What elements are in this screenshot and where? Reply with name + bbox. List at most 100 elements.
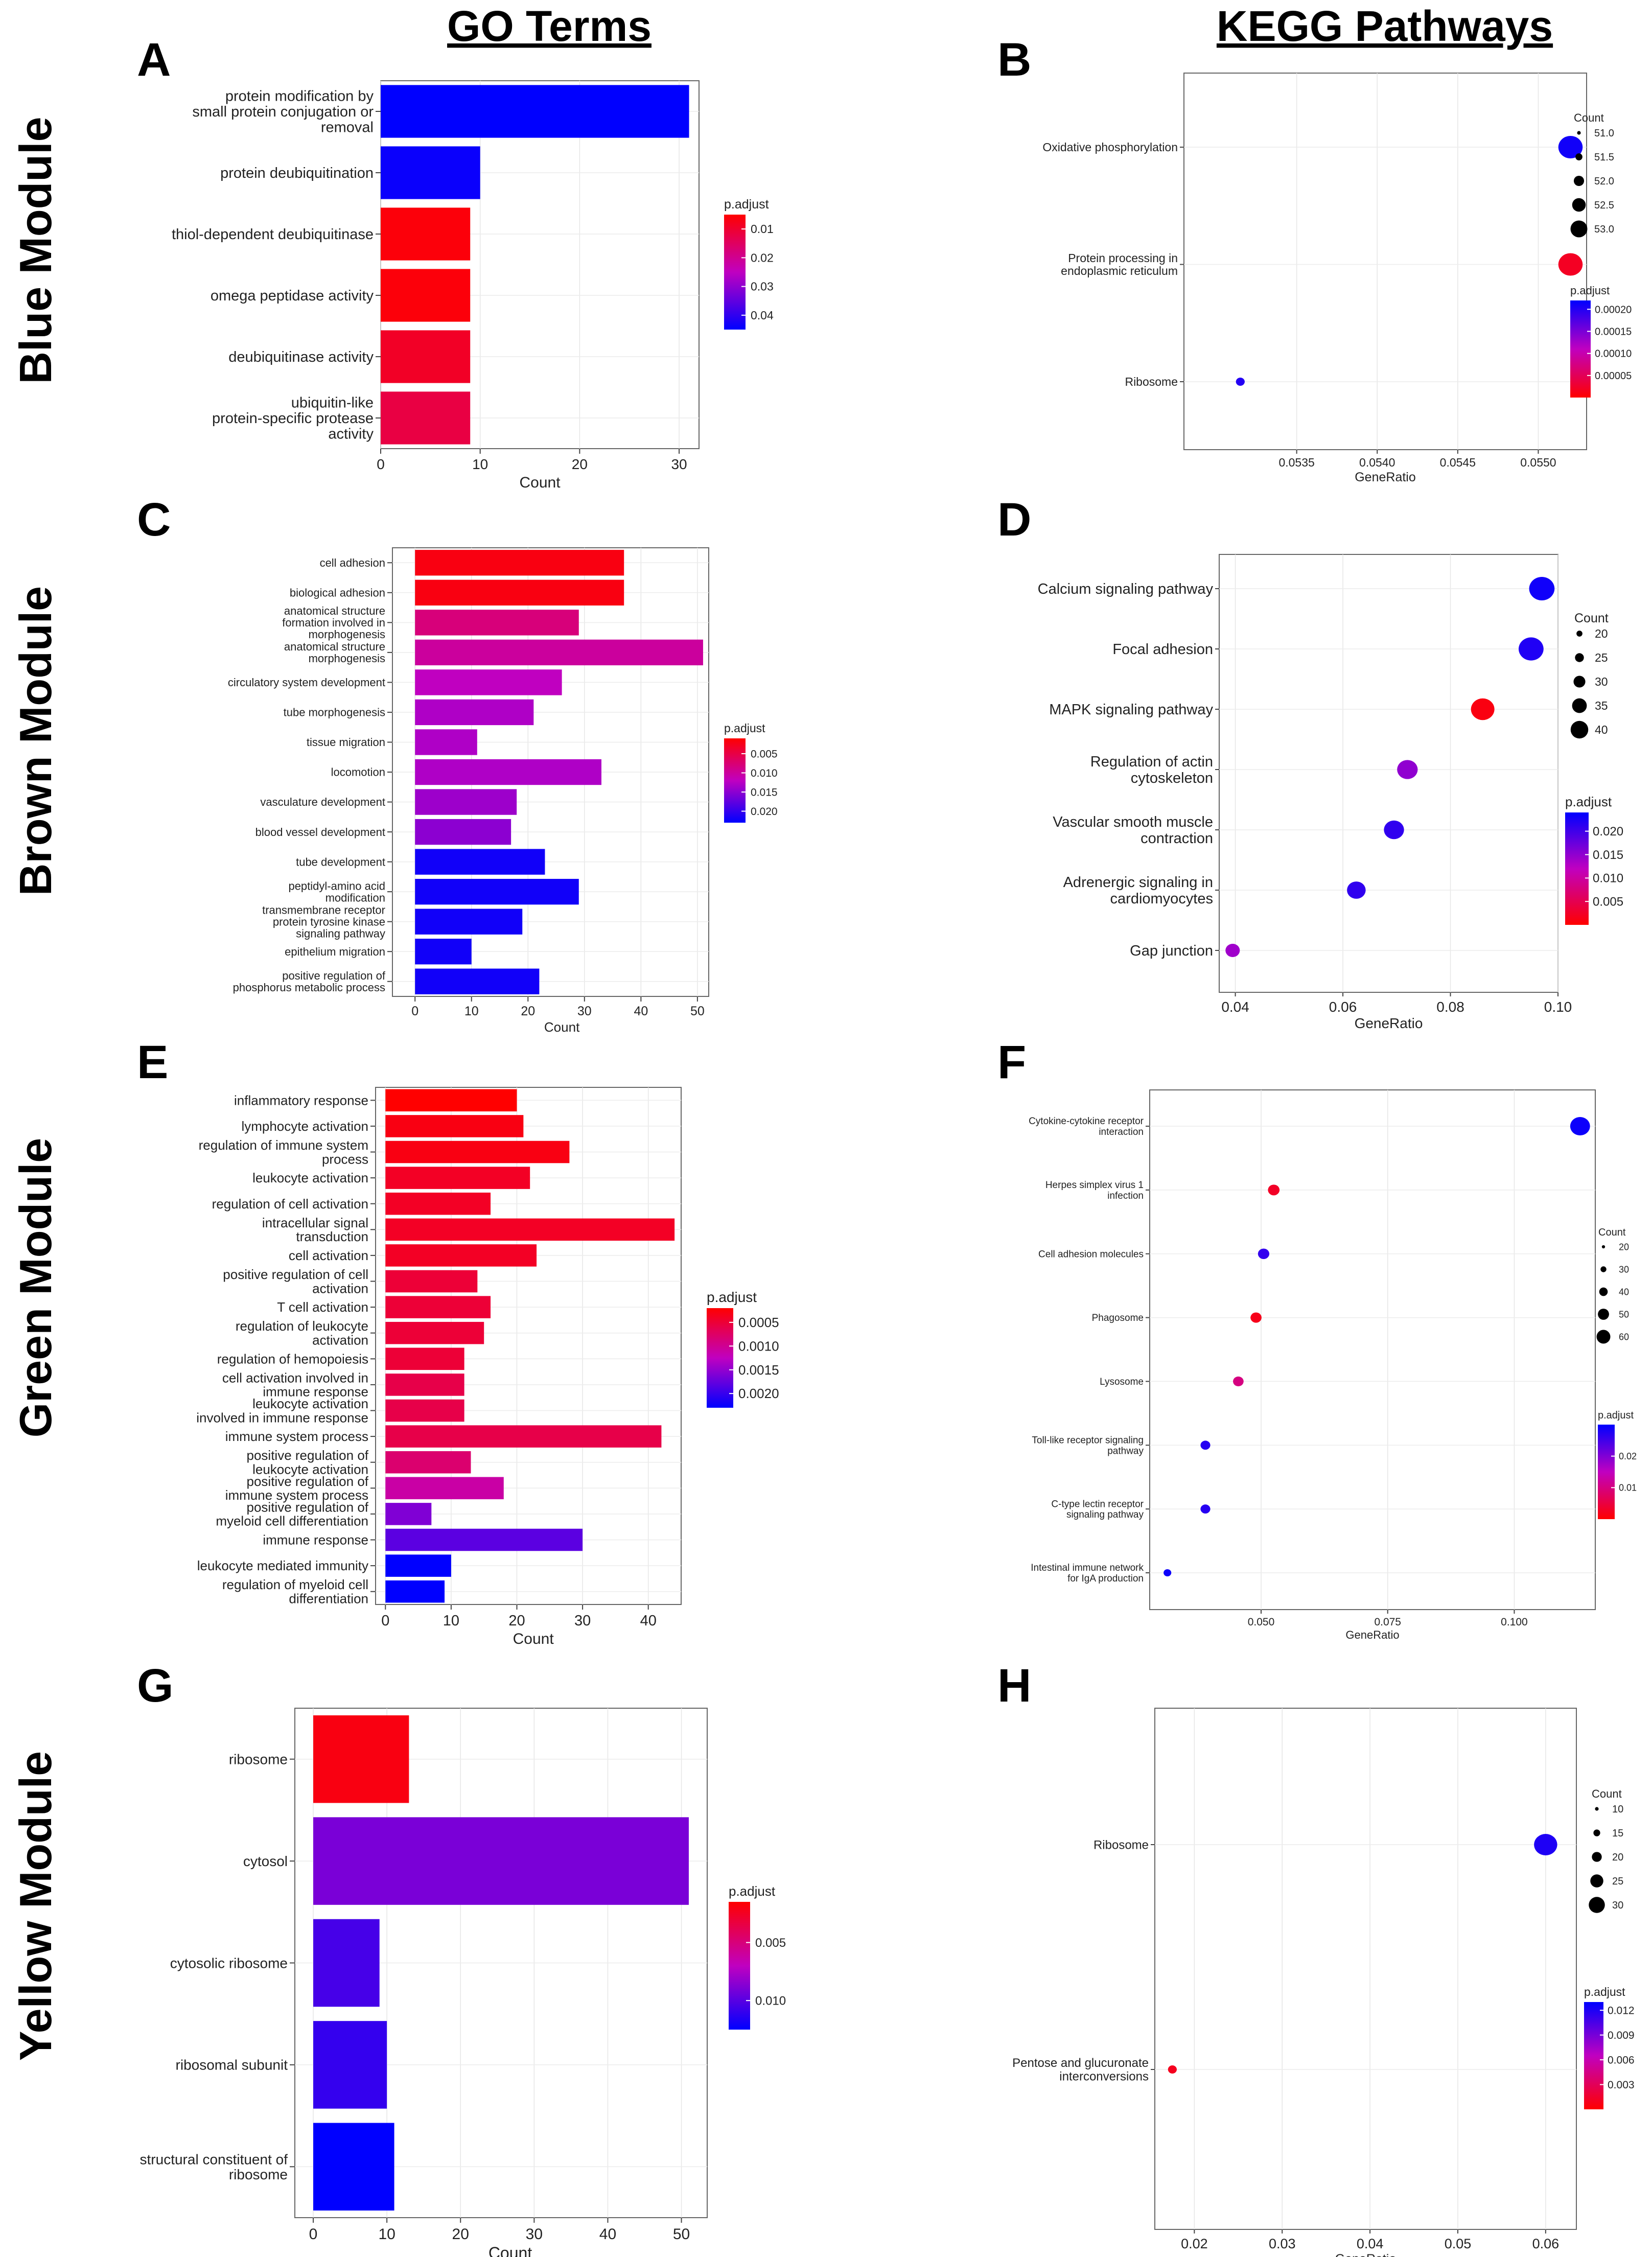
plot-area xyxy=(1183,73,1587,450)
point-label-line: Cell adhesion molecules xyxy=(1038,1249,1144,1260)
x-tick-label: 0.08 xyxy=(1436,999,1464,1015)
point-label-line: Regulation of actin xyxy=(1090,754,1213,770)
panel-a-bar-chart: protein modification by small protein con… xyxy=(172,80,774,491)
legend-tick-label: 0.010 xyxy=(751,767,778,779)
bar-label-line: morphogenesis xyxy=(309,652,385,665)
bar-label: anatomical structure formation involved i… xyxy=(282,604,385,641)
point-label: Cell adhesion molecules xyxy=(1038,1249,1144,1260)
data-point xyxy=(1570,1117,1590,1135)
bar-label-line: structural constituent of xyxy=(140,2151,288,2167)
bar xyxy=(381,269,471,322)
kegg-pathways-header: KEGG Pathways xyxy=(1217,2,1553,50)
bar-label-line: ribosome xyxy=(229,1752,288,1767)
bar-label: protein modification by small protein con… xyxy=(192,88,374,136)
bar-label: anatomical structure morphogenesis xyxy=(284,640,385,665)
point-label-line: interaction xyxy=(1099,1127,1144,1137)
point-label: Pentose and glucuronate interconversions xyxy=(1012,2056,1149,2083)
bar xyxy=(415,849,545,875)
x-tick-label: 40 xyxy=(599,2226,616,2243)
point-label-line: Adrenergic signaling in xyxy=(1063,874,1213,891)
panel-letter-g: G xyxy=(137,1660,174,1712)
bar-label-line: deubiquitinase activity xyxy=(228,349,374,365)
bar-label-line: leukocyte mediated immunity xyxy=(197,1558,368,1573)
bar-label-line: vasculature development xyxy=(260,796,385,808)
bar-label: locomotion xyxy=(331,766,385,779)
bar-label-line: lymphocyte activation xyxy=(241,1119,368,1134)
legend-title: p.adjust xyxy=(724,197,769,212)
size-legend-dot xyxy=(1598,1309,1609,1320)
bar-label-line: thiol-dependent deubiquitinase xyxy=(172,226,374,243)
x-axis-label: GeneRatio xyxy=(1345,1628,1399,1641)
x-tick-label: 0.06 xyxy=(1329,999,1357,1015)
color-legend-bar xyxy=(1565,812,1589,925)
size-legend-title: Count xyxy=(1592,1787,1622,1800)
size-legend-dot xyxy=(1572,698,1587,713)
bar-label-line: immune response xyxy=(263,1532,368,1548)
x-tick-label: 10 xyxy=(443,1613,459,1629)
point-label: Lysosome xyxy=(1100,1377,1144,1387)
legend-tick-label: 0.020 xyxy=(751,806,778,818)
point-label: Oxidative phosphorylation xyxy=(1042,141,1178,154)
point-label: Toll-like receptor signaling pathway xyxy=(1032,1435,1144,1456)
x-tick-label: 0.100 xyxy=(1501,1616,1528,1628)
legend-tick-label: 0.0010 xyxy=(738,1338,779,1354)
x-tick-label: 0.05 xyxy=(1445,2236,1472,2251)
legend-tick-label: 0.0020 xyxy=(738,1386,779,1401)
bar-label-line: cell activation involved in xyxy=(222,1370,368,1385)
size-legend-dot xyxy=(1599,1287,1608,1296)
x-tick-label: 0.04 xyxy=(1221,999,1249,1015)
bar-label: regulation of immune system process xyxy=(199,1137,368,1167)
color-legend-tick-label: 0.012 xyxy=(1608,2005,1635,2017)
bar-label: regulation of leukocyte activation xyxy=(236,1318,368,1347)
x-tick-label: 10 xyxy=(472,456,488,472)
color-legend-title: p.adjust xyxy=(1598,1410,1634,1421)
bar-label: vasculature development xyxy=(260,796,385,808)
point-label-line: cytoskeleton xyxy=(1131,770,1213,786)
bar-label: blood vessel development xyxy=(255,826,385,839)
bar-label-line: positive regulation of xyxy=(247,1499,369,1515)
legend-title: p.adjust xyxy=(724,722,765,735)
size-legend-dot xyxy=(1575,653,1584,662)
size-legend-label: 25 xyxy=(1612,1876,1623,1887)
legend-colorbar xyxy=(724,738,746,823)
bar-label-line: modification xyxy=(325,891,385,904)
x-tick-label: 0 xyxy=(377,456,385,472)
point-label: Calcium signaling pathway xyxy=(1038,581,1214,597)
size-legend-dot xyxy=(1600,1266,1607,1272)
legend-tick-label: 0.010 xyxy=(755,1994,786,2008)
size-legend-label: 30 xyxy=(1612,1900,1623,1911)
bar xyxy=(385,1218,675,1241)
point-label-line: Gap junction xyxy=(1130,943,1213,959)
point-label-line: Lysosome xyxy=(1100,1377,1144,1387)
plot-area xyxy=(375,1087,682,1605)
point-label-line: Herpes simplex virus 1 xyxy=(1045,1180,1144,1191)
bar-label: structural constituent of ribosome xyxy=(140,2151,288,2182)
bar-label: positive regulation of leukocyte activati… xyxy=(247,1448,369,1477)
size-legend-label: 52.0 xyxy=(1594,176,1614,187)
bar-label-line: activation xyxy=(312,1332,368,1347)
x-tick-label: 10 xyxy=(464,1004,479,1018)
x-tick-label: 10 xyxy=(378,2226,395,2243)
color-legend-title: p.adjust xyxy=(1570,284,1610,297)
bar-label: regulation of myeloid cell differentiatio… xyxy=(222,1577,368,1606)
bar xyxy=(385,1192,491,1215)
point-label: Focal adhesion xyxy=(1112,641,1213,658)
bar xyxy=(381,207,471,261)
bar xyxy=(415,610,579,636)
bar-label: epithelium migration xyxy=(285,945,385,958)
bar-label-line: involved in immune response xyxy=(196,1410,368,1425)
x-tick-label: 30 xyxy=(577,1004,592,1018)
point-label: Ribosome xyxy=(1125,375,1178,388)
bar xyxy=(313,2021,387,2109)
bar xyxy=(415,968,540,994)
legend-tick-label: 0.03 xyxy=(751,280,774,293)
bar xyxy=(385,1528,583,1551)
bar-label-line: activity xyxy=(328,426,374,443)
bar-label-line: immune response xyxy=(263,1384,368,1400)
bar xyxy=(415,939,472,965)
plot-area xyxy=(1154,1708,1577,2230)
bar-label-line: ribosome xyxy=(229,2167,288,2182)
bar xyxy=(385,1477,504,1500)
bar xyxy=(385,1321,484,1344)
size-legend-dot xyxy=(1590,1874,1603,1888)
